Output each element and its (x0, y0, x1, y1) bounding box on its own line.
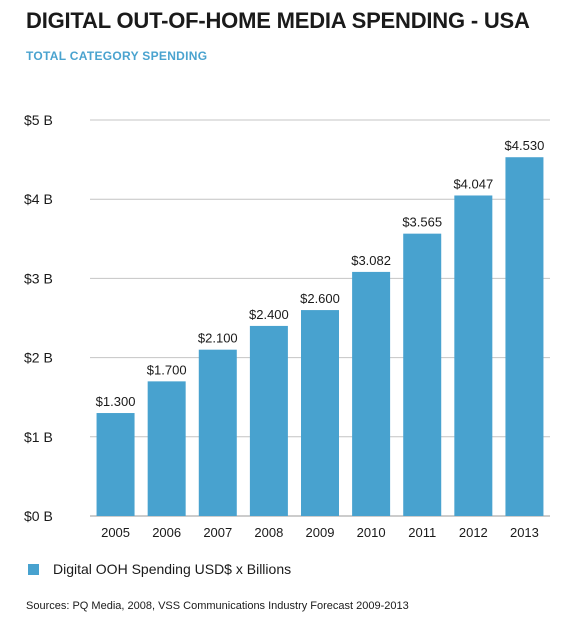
x-tick-label: 2011 (408, 525, 436, 540)
bar (454, 195, 493, 516)
x-tick-label: 2012 (459, 525, 488, 540)
data-label: $2.400 (249, 307, 289, 322)
x-tick-label: 2013 (510, 525, 539, 540)
data-label: $2.600 (300, 291, 340, 306)
legend: Digital OOH Spending USD$ x Billions (28, 561, 291, 577)
y-tick-label: $4 B (24, 191, 53, 207)
bar (301, 310, 339, 516)
y-tick-label: $5 B (24, 112, 53, 128)
data-label: $1.300 (96, 394, 136, 409)
y-tick-label: $0 B (24, 508, 53, 524)
bar (96, 413, 135, 516)
bar (403, 233, 442, 517)
legend-label: Digital OOH Spending USD$ x Billions (53, 561, 292, 577)
bar (249, 325, 288, 516)
data-label: $4.530 (505, 138, 545, 153)
data-label: $1.700 (147, 362, 187, 377)
data-label: $2.100 (198, 331, 238, 346)
x-tick-label: 2006 (152, 525, 181, 540)
x-tick-label: 2005 (101, 525, 130, 540)
data-label: $4.047 (453, 176, 493, 191)
x-tick-label: 2009 (306, 525, 335, 540)
x-tick-label: 2007 (203, 525, 232, 540)
data-label: $3.565 (402, 215, 442, 230)
source-note: Sources: PQ Media, 2008, VSS Communicati… (26, 600, 409, 612)
chart-subtitle: TOTAL CATEGORY SPENDING (26, 49, 208, 63)
chart-title: DIGITAL OUT-OF-HOME MEDIA SPENDING - USA (26, 8, 530, 33)
data-label: $3.082 (351, 253, 391, 268)
bar (352, 271, 391, 516)
bar (505, 157, 544, 516)
y-tick-label: $3 B (24, 270, 53, 286)
x-tick-label: 2008 (254, 525, 283, 540)
y-tick-label: $2 B (24, 350, 53, 366)
y-tick-label: $1 B (24, 429, 53, 445)
legend-swatch (28, 563, 39, 575)
bar (198, 349, 237, 516)
x-tick-label: 2010 (357, 525, 386, 540)
bar (147, 381, 186, 516)
